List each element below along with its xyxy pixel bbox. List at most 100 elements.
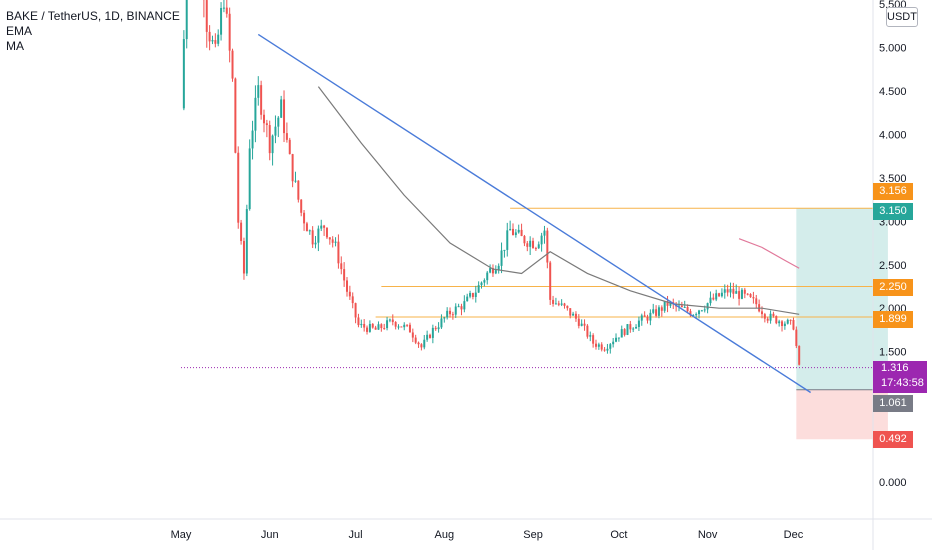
candle-body (637, 320, 640, 327)
candle-body (380, 324, 383, 329)
candle-body (594, 343, 597, 347)
candle-body (420, 344, 423, 348)
candle-body (563, 303, 566, 306)
candle-body (686, 306, 689, 312)
candle-body (600, 344, 603, 350)
candle-body (583, 323, 586, 326)
candle-body (669, 302, 672, 306)
x-tick-label: Nov (698, 529, 718, 541)
candle-body (297, 180, 300, 200)
candle-body (629, 324, 632, 330)
candle-body (343, 269, 346, 281)
candle-body (237, 152, 240, 223)
candle-body (640, 315, 643, 321)
candle-body (489, 268, 492, 273)
candle-body (549, 262, 552, 300)
candle-body (271, 135, 274, 154)
candle-body (795, 329, 798, 346)
candle-body (354, 303, 357, 318)
candle-body (537, 244, 540, 249)
candle-body (334, 241, 337, 243)
candle-body (543, 230, 546, 236)
y-tick-label: 5.500 (879, 0, 907, 11)
tag-2250: 2.250 (873, 279, 913, 296)
candle-body (325, 227, 328, 238)
candle-body (443, 317, 446, 319)
candle-body (414, 337, 417, 343)
candle-body (520, 229, 523, 237)
candle-body (217, 34, 220, 44)
candle-body (386, 320, 389, 329)
candle-body (300, 199, 303, 213)
currency-unit-button[interactable]: USDT (886, 7, 918, 27)
candle-body (446, 310, 449, 318)
candle-body (403, 324, 406, 328)
candle-body (577, 318, 580, 326)
ma-legend[interactable]: MA (6, 39, 24, 53)
candle-body (752, 297, 755, 299)
candle-body (323, 225, 326, 228)
candle-body (294, 180, 297, 182)
candle-body (434, 327, 437, 330)
candle-body (589, 335, 592, 337)
candle-body (449, 310, 452, 315)
candle-body (477, 285, 480, 293)
candle-body (225, 7, 228, 14)
candle-body (451, 314, 454, 316)
tag-1899: 1.899 (873, 311, 913, 328)
candle-body (643, 315, 646, 317)
candle-body (514, 232, 517, 236)
candle-body (749, 294, 752, 298)
candle-body (274, 126, 277, 136)
candle-body (305, 223, 308, 232)
candle-body (388, 319, 391, 321)
candle-body (718, 293, 721, 297)
candle-body (311, 230, 314, 245)
candle-body (540, 235, 543, 245)
candle-body (723, 289, 726, 293)
tag-3156: 3.156 (873, 183, 913, 200)
candle-body (337, 241, 340, 264)
candle-body (655, 309, 658, 316)
x-tick-label: Aug (435, 529, 455, 541)
candle-body (574, 313, 577, 319)
candle-body (603, 349, 606, 351)
x-tick-label: Dec (784, 529, 804, 541)
candle-body (732, 288, 735, 294)
candle-body (234, 78, 237, 153)
candle-body (471, 293, 474, 297)
last-price: 1.316 (881, 362, 909, 374)
y-tick-label: 2.500 (879, 260, 907, 272)
candle-body (500, 250, 503, 266)
candle-body (726, 289, 729, 293)
candle-body (792, 320, 795, 330)
candle-body (615, 337, 618, 342)
candle-body (288, 139, 291, 155)
candle-body (222, 7, 225, 9)
candle-body (798, 345, 801, 365)
chart-legend: BAKE / TetherUS, 1D, BINANCE EMA MA (6, 9, 180, 54)
candle-body (523, 236, 526, 244)
candle-body (569, 308, 572, 316)
trend-line (257, 33, 812, 394)
candle-body (786, 319, 789, 324)
candle-body (320, 225, 323, 229)
symbol-title[interactable]: BAKE / TetherUS, 1D, BINANCE (6, 9, 180, 23)
ema-legend[interactable]: EMA (6, 24, 33, 38)
horizontal-levels (181, 207, 873, 369)
candle-body (740, 289, 743, 299)
candle-body (245, 209, 248, 274)
candle-body (778, 321, 781, 324)
candle-body (240, 222, 243, 241)
candle-body (360, 323, 363, 326)
candle-body (220, 8, 223, 35)
candle-body (769, 313, 772, 321)
candle-body (623, 329, 626, 335)
candle-body (260, 85, 263, 115)
candle-body (720, 292, 723, 297)
candle-body (457, 306, 460, 308)
candle-body (374, 327, 377, 330)
candle-body (597, 344, 600, 347)
candle-body (426, 334, 429, 340)
